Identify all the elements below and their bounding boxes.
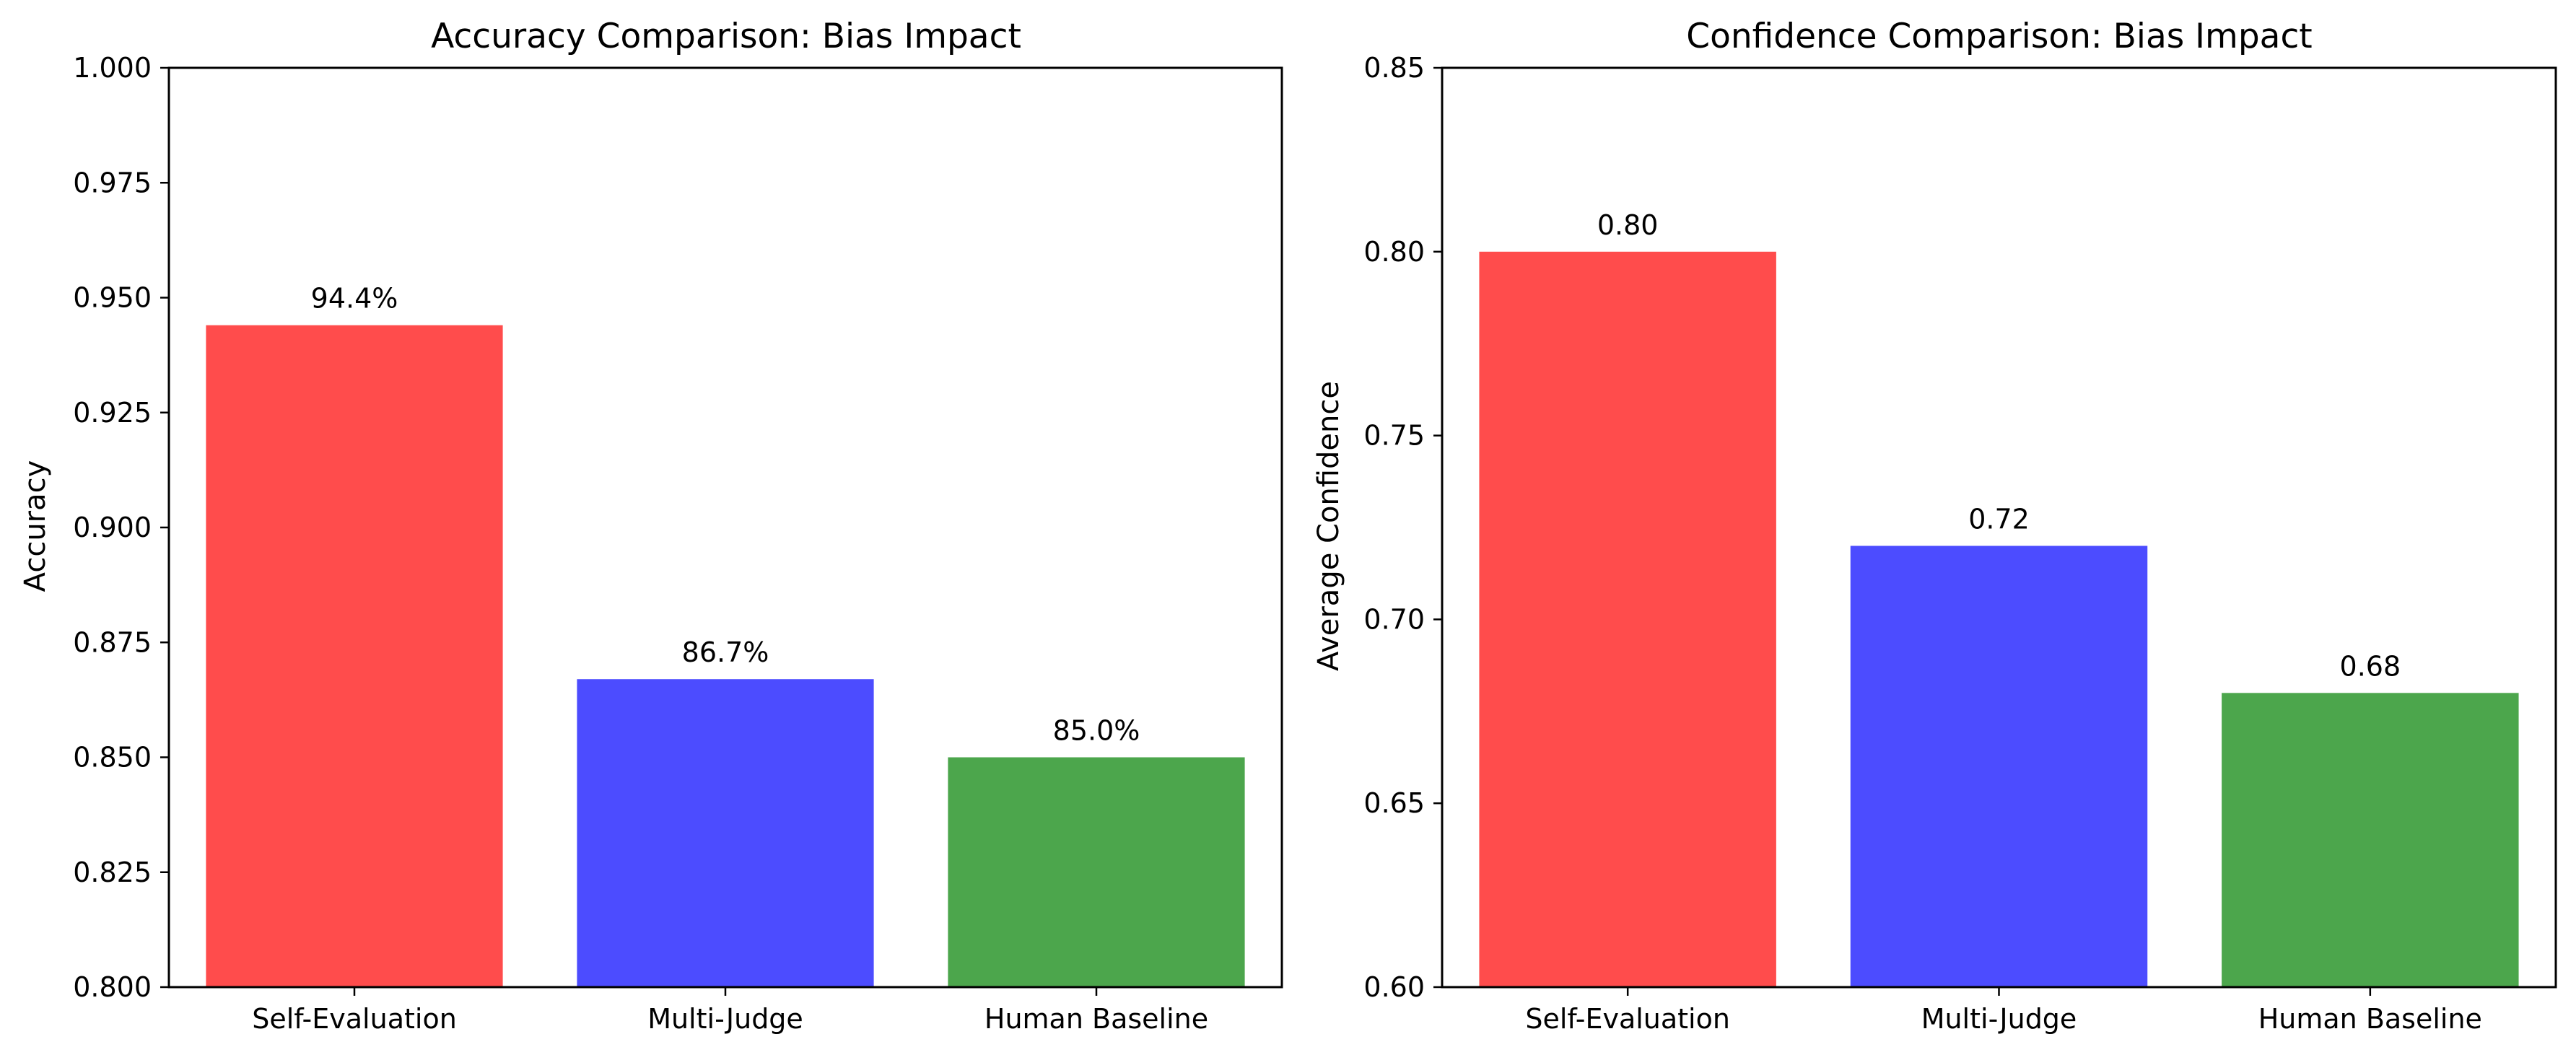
bar-human-baseline	[948, 757, 1245, 987]
y-tick-label: 0.825	[73, 857, 152, 888]
data-label: 94.4%	[311, 283, 398, 315]
axes-frame	[167, 66, 1283, 989]
y-tick-label: 0.800	[73, 971, 152, 1003]
bar-human-baseline	[2222, 693, 2519, 987]
y-tick-label: 0.70	[1363, 603, 1425, 635]
chart-title: Confidence Comparison: Bias Impact	[1686, 17, 2312, 56]
x-tick-label: Self-Evaluation	[252, 1003, 457, 1035]
bar-self-evaluation	[1479, 251, 1776, 987]
y-tick-label: 0.80	[1363, 236, 1425, 268]
bar-self-evaluation	[206, 325, 503, 988]
data-label: 0.72	[1968, 503, 2030, 535]
y-tick-label: 0.975	[73, 167, 152, 198]
bar-multi-judge	[577, 679, 874, 987]
y-tick-label: 0.875	[73, 626, 152, 658]
axes-frame	[1441, 66, 2557, 989]
x-tick-label: Human Baseline	[984, 1003, 1208, 1035]
confidence-chart: Confidence Comparison: Bias Impact Avera…	[1312, 17, 2557, 1035]
y-tick-label: 1.000	[73, 52, 152, 84]
y-tick-label: 0.75	[1363, 420, 1425, 452]
y-tick-label: 0.65	[1363, 787, 1425, 819]
y-tick-label: 0.85	[1363, 52, 1425, 84]
data-label: 0.80	[1597, 209, 1659, 241]
x-tick-label: Self-Evaluation	[1525, 1003, 1730, 1035]
chart-title: Accuracy Comparison: Bias Impact	[431, 17, 1021, 56]
y-tick-label: 0.900	[73, 512, 152, 543]
bar-multi-judge	[1850, 546, 2148, 987]
accuracy-chart: Accuracy Comparison: Bias Impact Accurac…	[19, 17, 1283, 1035]
y-tick-label: 0.850	[73, 742, 152, 774]
y-axis-label: Average Confidence	[1312, 381, 1345, 671]
y-tick-label: 0.950	[73, 282, 152, 314]
x-tick-label: Human Baseline	[2258, 1003, 2482, 1035]
plot-area: 94.4% Self-Evaluation 86.7% Multi-Judge 85.0…	[73, 52, 1283, 1035]
plot-area: 0.80 Self-Evaluation 0.72 Multi-Judge 0.68 Hu…	[1363, 52, 2557, 1035]
data-label: 85.0%	[1053, 715, 1140, 747]
x-tick-label: Multi-Judge	[1921, 1003, 2077, 1035]
y-axis-label: Accuracy	[19, 460, 52, 592]
y-tick-label: 0.925	[73, 397, 152, 429]
data-label: 86.7%	[682, 636, 769, 668]
y-tick-label: 0.60	[1363, 971, 1425, 1003]
data-label: 0.68	[2340, 650, 2401, 682]
x-tick-label: Multi-Judge	[647, 1003, 803, 1035]
